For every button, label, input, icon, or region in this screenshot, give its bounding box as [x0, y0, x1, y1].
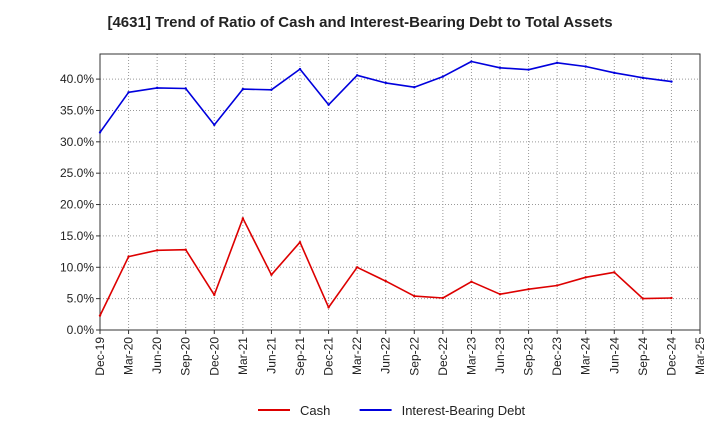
data-point-cash	[498, 293, 502, 296]
data-point-cash	[184, 248, 187, 251]
x-tick-label: Dec-19	[93, 337, 107, 376]
data-point-cash	[555, 284, 559, 287]
y-tick-label: 40.0%	[60, 72, 94, 86]
data-point-cash	[441, 296, 445, 300]
x-tick-label: Dec-24	[664, 337, 678, 376]
x-tick-label: Sep-23	[522, 337, 536, 376]
data-point-interest-bearing-debt	[641, 76, 645, 80]
data-point-cash	[241, 217, 245, 220]
data-point-interest-bearing-debt	[584, 65, 587, 68]
data-point-interest-bearing-debt	[613, 71, 616, 75]
data-point-cash	[641, 297, 645, 300]
grid	[100, 54, 700, 330]
x-tick-label: Sep-21	[293, 337, 307, 376]
x-tick-label: Jun-22	[379, 337, 393, 374]
data-point-interest-bearing-debt	[527, 68, 530, 71]
data-point-cash	[127, 255, 130, 258]
data-point-cash	[384, 279, 387, 283]
data-point-cash	[670, 296, 673, 300]
y-tick-label: 10.0%	[60, 260, 94, 274]
data-point-cash	[613, 271, 616, 274]
x-tick-label: Sep-20	[179, 337, 193, 376]
data-point-interest-bearing-debt	[213, 123, 216, 127]
y-tick-label: 5.0%	[67, 292, 95, 306]
x-tick-label: Dec-22	[436, 337, 450, 376]
x-tick-label: Jun-24	[607, 337, 621, 374]
data-point-cash	[584, 276, 587, 279]
x-tick-label: Mar-22	[350, 337, 364, 375]
x-tick-label: Mar-20	[122, 337, 136, 375]
data-point-cash	[355, 266, 359, 269]
x-tick-label: Sep-22	[407, 337, 421, 376]
data-point-interest-bearing-debt	[670, 80, 673, 83]
data-point-interest-bearing-debt	[127, 91, 130, 94]
x-tick-label: Dec-20	[207, 337, 221, 376]
data-point-cash	[98, 314, 102, 317]
y-tick-label: 30.0%	[60, 135, 94, 149]
data-point-cash	[155, 249, 159, 252]
x-tick-label: Dec-23	[550, 337, 564, 376]
data-point-interest-bearing-debt	[470, 60, 473, 63]
y-tick-label: 25.0%	[60, 166, 94, 180]
data-point-cash	[213, 293, 216, 297]
y-tick-label: 0.0%	[67, 323, 95, 337]
data-point-interest-bearing-debt	[498, 66, 502, 70]
data-point-interest-bearing-debt	[184, 87, 187, 90]
data-point-interest-bearing-debt	[298, 67, 302, 71]
legend: Cash Interest-Bearing Debt	[258, 403, 526, 418]
x-tick-label: Mar-23	[464, 337, 478, 375]
data-point-cash	[527, 288, 530, 291]
data-point-cash	[298, 240, 302, 244]
y-tick-label: 15.0%	[60, 229, 94, 243]
x-tick-label: Jun-21	[264, 337, 278, 374]
data-point-interest-bearing-debt	[241, 87, 245, 91]
x-tick-label: Dec-21	[322, 337, 336, 376]
series-group	[98, 60, 673, 317]
data-point-interest-bearing-debt	[155, 86, 159, 90]
data-point-interest-bearing-debt	[441, 75, 445, 78]
plot-area	[99, 53, 701, 331]
legend-label-cash: Cash	[300, 403, 330, 418]
x-tick-label: Jun-20	[150, 337, 164, 374]
data-point-interest-bearing-debt	[384, 81, 387, 85]
data-point-interest-bearing-debt	[355, 74, 359, 77]
chart-title: [4631] Trend of Ratio of Cash and Intere…	[107, 14, 613, 31]
data-point-interest-bearing-debt	[327, 103, 330, 107]
x-tick-label: Mar-24	[579, 337, 593, 375]
data-point-cash	[413, 294, 416, 298]
data-point-cash	[327, 306, 330, 309]
data-point-interest-bearing-debt	[413, 86, 416, 89]
x-tick-label: Mar-25	[693, 337, 707, 375]
x-tick-label: Sep-24	[636, 337, 650, 376]
x-axis: Dec-19 Mar-20 Jun-20 Sep-20 Dec-20 Mar-21 Jun-…	[93, 330, 707, 376]
data-point-interest-bearing-debt	[270, 88, 273, 91]
y-tick-label: 35.0%	[60, 103, 94, 117]
data-point-interest-bearing-debt	[555, 61, 559, 64]
data-point-cash	[270, 273, 273, 276]
data-point-cash	[470, 280, 473, 283]
x-tick-label: Mar-21	[236, 337, 250, 375]
y-axis: 0.0% 5.0% 10.0% 15.0% 20.0% 25.0% 30.0% 35.0% 40…	[60, 72, 100, 337]
y-tick-label: 20.0%	[60, 198, 94, 212]
x-tick-label: Jun-23	[493, 337, 507, 374]
legend-label-interest-bearing-debt: Interest-Bearing Debt	[402, 403, 526, 418]
data-point-interest-bearing-debt	[98, 131, 102, 134]
